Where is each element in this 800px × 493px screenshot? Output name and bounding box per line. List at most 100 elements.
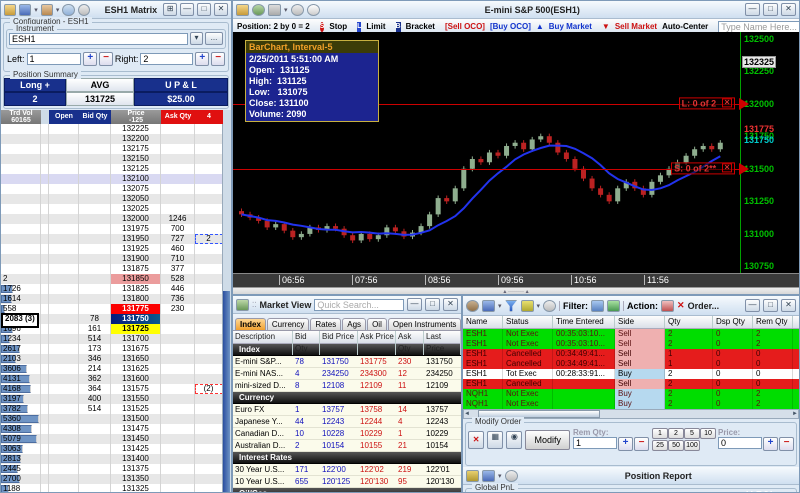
market-row[interactable]: 30 Year U.S... 171 122'00 122'02 219 122'01 bbox=[233, 464, 461, 476]
price-cell[interactable]: 131625 bbox=[111, 364, 161, 374]
column-header[interactable]: Ask Price bbox=[358, 331, 396, 355]
cancel-order-icon[interactable]: ✕ bbox=[722, 98, 732, 108]
bid-qty-cell[interactable] bbox=[79, 204, 111, 214]
right-input[interactable]: 2 bbox=[140, 53, 194, 65]
auto-center-button[interactable]: Auto-Center bbox=[662, 22, 709, 31]
open-cell[interactable] bbox=[49, 484, 79, 492]
order-qty-cell[interactable] bbox=[195, 434, 223, 444]
pin-icon[interactable] bbox=[482, 299, 495, 312]
price-cell[interactable]: 131875 bbox=[111, 264, 161, 274]
bid-qty-cell[interactable] bbox=[79, 244, 111, 254]
highlight-icon[interactable] bbox=[520, 299, 534, 312]
open-cell[interactable] bbox=[49, 364, 79, 374]
order-row[interactable]: ESH1 Cancelled 00:34:49:41... Sell 1 0 0 bbox=[463, 349, 799, 359]
order-qty-cell[interactable] bbox=[195, 364, 223, 374]
open-cell[interactable] bbox=[49, 414, 79, 424]
price-cell[interactable]: 131950 bbox=[111, 234, 161, 244]
order-qty-cell[interactable] bbox=[195, 274, 223, 284]
bid-qty-cell[interactable] bbox=[79, 174, 111, 184]
order-qty-cell[interactable] bbox=[195, 464, 223, 474]
report-icon[interactable] bbox=[466, 469, 479, 482]
price-cell[interactable]: 131450 bbox=[111, 434, 161, 444]
ask-qty-cell[interactable]: 727 bbox=[161, 234, 195, 244]
filter-load-icon[interactable] bbox=[591, 299, 605, 312]
order-row[interactable]: ESH1 Not Exec 00:35:03:10... Sell 2 0 2 bbox=[463, 329, 799, 339]
price-cell[interactable]: 132100 bbox=[111, 174, 161, 184]
price-cell[interactable]: 132225 bbox=[111, 124, 161, 134]
bid-qty-cell[interactable] bbox=[79, 474, 111, 484]
open-cell[interactable] bbox=[49, 154, 79, 164]
qty-preset-5[interactable]: 5 bbox=[683, 428, 700, 439]
qty-preset-50[interactable]: 50 bbox=[667, 440, 684, 451]
right-plus-button[interactable]: + bbox=[195, 52, 210, 66]
bid-qty-cell[interactable] bbox=[79, 284, 111, 294]
price-plus-button[interactable]: + bbox=[762, 437, 778, 451]
ask-qty-cell[interactable]: 528 bbox=[161, 274, 195, 284]
sell-oco-button[interactable]: [Sell OCO] bbox=[444, 22, 485, 31]
open-cell[interactable] bbox=[49, 304, 79, 314]
browse-button[interactable]: ... bbox=[205, 32, 223, 45]
pin-icon[interactable] bbox=[482, 469, 495, 482]
order-qty-cell[interactable] bbox=[195, 194, 223, 204]
left-minus-button[interactable]: − bbox=[99, 52, 113, 66]
price-cell[interactable]: 131750 bbox=[111, 314, 161, 324]
market-row[interactable]: mini-sized D... 8 12108 12109 11 12109 bbox=[233, 380, 461, 392]
open-cell[interactable] bbox=[49, 434, 79, 444]
ask-qty-cell[interactable] bbox=[161, 484, 195, 492]
ladder-scroll-thumb[interactable] bbox=[223, 290, 230, 492]
market-row[interactable]: 10 Year U.S... 655 120'125 120'130 95 120'130 bbox=[233, 476, 461, 488]
qty-preset-2[interactable]: 2 bbox=[667, 428, 684, 439]
ask-qty-cell[interactable] bbox=[161, 404, 195, 414]
price-cell[interactable]: 131675 bbox=[111, 344, 161, 354]
bid-qty-cell[interactable] bbox=[79, 264, 111, 274]
ask-qty-cell[interactable] bbox=[161, 194, 195, 204]
tab-oil[interactable]: Oil bbox=[367, 318, 387, 330]
bid-qty-cell[interactable]: 400 bbox=[79, 394, 111, 404]
bid-qty-cell[interactable] bbox=[79, 464, 111, 474]
open-cell[interactable] bbox=[49, 224, 79, 234]
price-cell[interactable]: 131600 bbox=[111, 374, 161, 384]
order-qty-cell[interactable] bbox=[195, 454, 223, 464]
open-cell[interactable] bbox=[49, 314, 79, 324]
ask-qty-cell[interactable] bbox=[161, 174, 195, 184]
column-header[interactable]: Time Entered bbox=[553, 316, 615, 328]
order-qty-cell[interactable] bbox=[195, 424, 223, 434]
open-cell[interactable] bbox=[49, 464, 79, 474]
bid-qty-cell[interactable] bbox=[79, 154, 111, 164]
ask-qty-cell[interactable] bbox=[161, 414, 195, 424]
ask-qty-cell[interactable]: 377 bbox=[161, 264, 195, 274]
ask-qty-cell[interactable] bbox=[161, 444, 195, 454]
open-cell[interactable] bbox=[49, 194, 79, 204]
column-header[interactable]: Last Price bbox=[424, 331, 461, 355]
price-cell[interactable]: 131975 bbox=[111, 224, 161, 234]
price-cell[interactable]: 131725 bbox=[111, 324, 161, 334]
open-cell[interactable] bbox=[49, 184, 79, 194]
order-row[interactable]: NQH1 Not Exec Buy 2 0 2 bbox=[463, 399, 799, 409]
limit-button[interactable]: Limit bbox=[366, 22, 386, 31]
cancel-all-icon[interactable]: ✕ bbox=[677, 300, 685, 310]
chart-plot-area[interactable]: BarChart, Interval-5 2/25/2011 5:51:00 A… bbox=[233, 32, 799, 273]
ask-qty-cell[interactable] bbox=[161, 354, 195, 364]
dropdown-arrow-icon[interactable]: ▾ bbox=[34, 6, 38, 14]
bid-qty-cell[interactable]: 346 bbox=[79, 354, 111, 364]
open-cell[interactable] bbox=[49, 254, 79, 264]
open-cell[interactable] bbox=[49, 164, 79, 174]
price-cell[interactable]: 131500 bbox=[111, 414, 161, 424]
tab-currency[interactable]: Currency bbox=[266, 318, 310, 330]
cancel-selected-icon[interactable]: ✕ bbox=[468, 430, 485, 449]
order-row[interactable]: ESH1 Cancelled Sell 2 0 0 bbox=[463, 379, 799, 389]
column-header[interactable]: Description bbox=[233, 331, 293, 355]
open-cell[interactable] bbox=[49, 144, 79, 154]
order-qty-cell[interactable] bbox=[195, 124, 223, 134]
instrument-select[interactable]: ESH1 bbox=[9, 32, 188, 45]
order-qty-cell[interactable] bbox=[195, 164, 223, 174]
maximize-button[interactable]: □ bbox=[763, 299, 778, 312]
open-cell[interactable] bbox=[49, 354, 79, 364]
price-cell[interactable]: 132000 bbox=[111, 214, 161, 224]
open-cell[interactable] bbox=[49, 124, 79, 134]
dock-button[interactable]: ⊞ bbox=[163, 3, 178, 16]
order-qty-cell[interactable] bbox=[195, 404, 223, 414]
table-icon[interactable] bbox=[236, 298, 249, 311]
link-icon[interactable] bbox=[236, 3, 249, 16]
bid-qty-cell[interactable] bbox=[79, 434, 111, 444]
